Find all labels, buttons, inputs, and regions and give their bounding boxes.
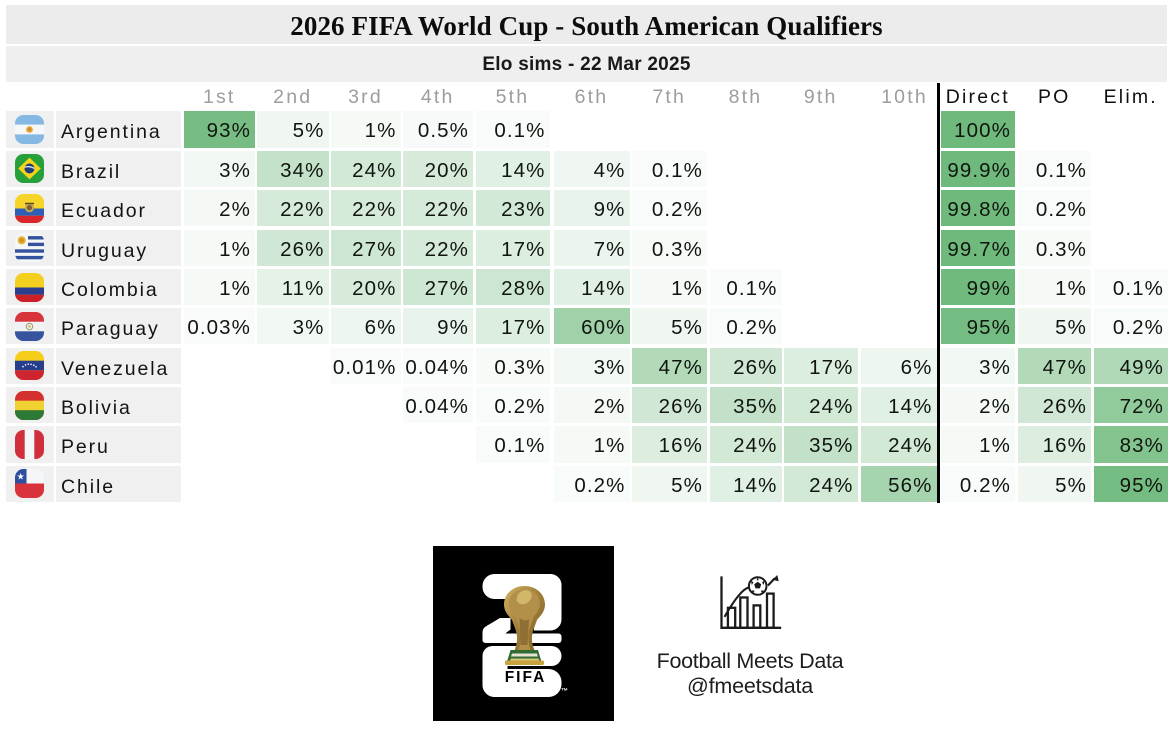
svg-text:™: ™ bbox=[561, 688, 568, 695]
svg-text:FIFA: FIFA bbox=[505, 669, 547, 686]
svg-text:★: ★ bbox=[17, 472, 25, 482]
